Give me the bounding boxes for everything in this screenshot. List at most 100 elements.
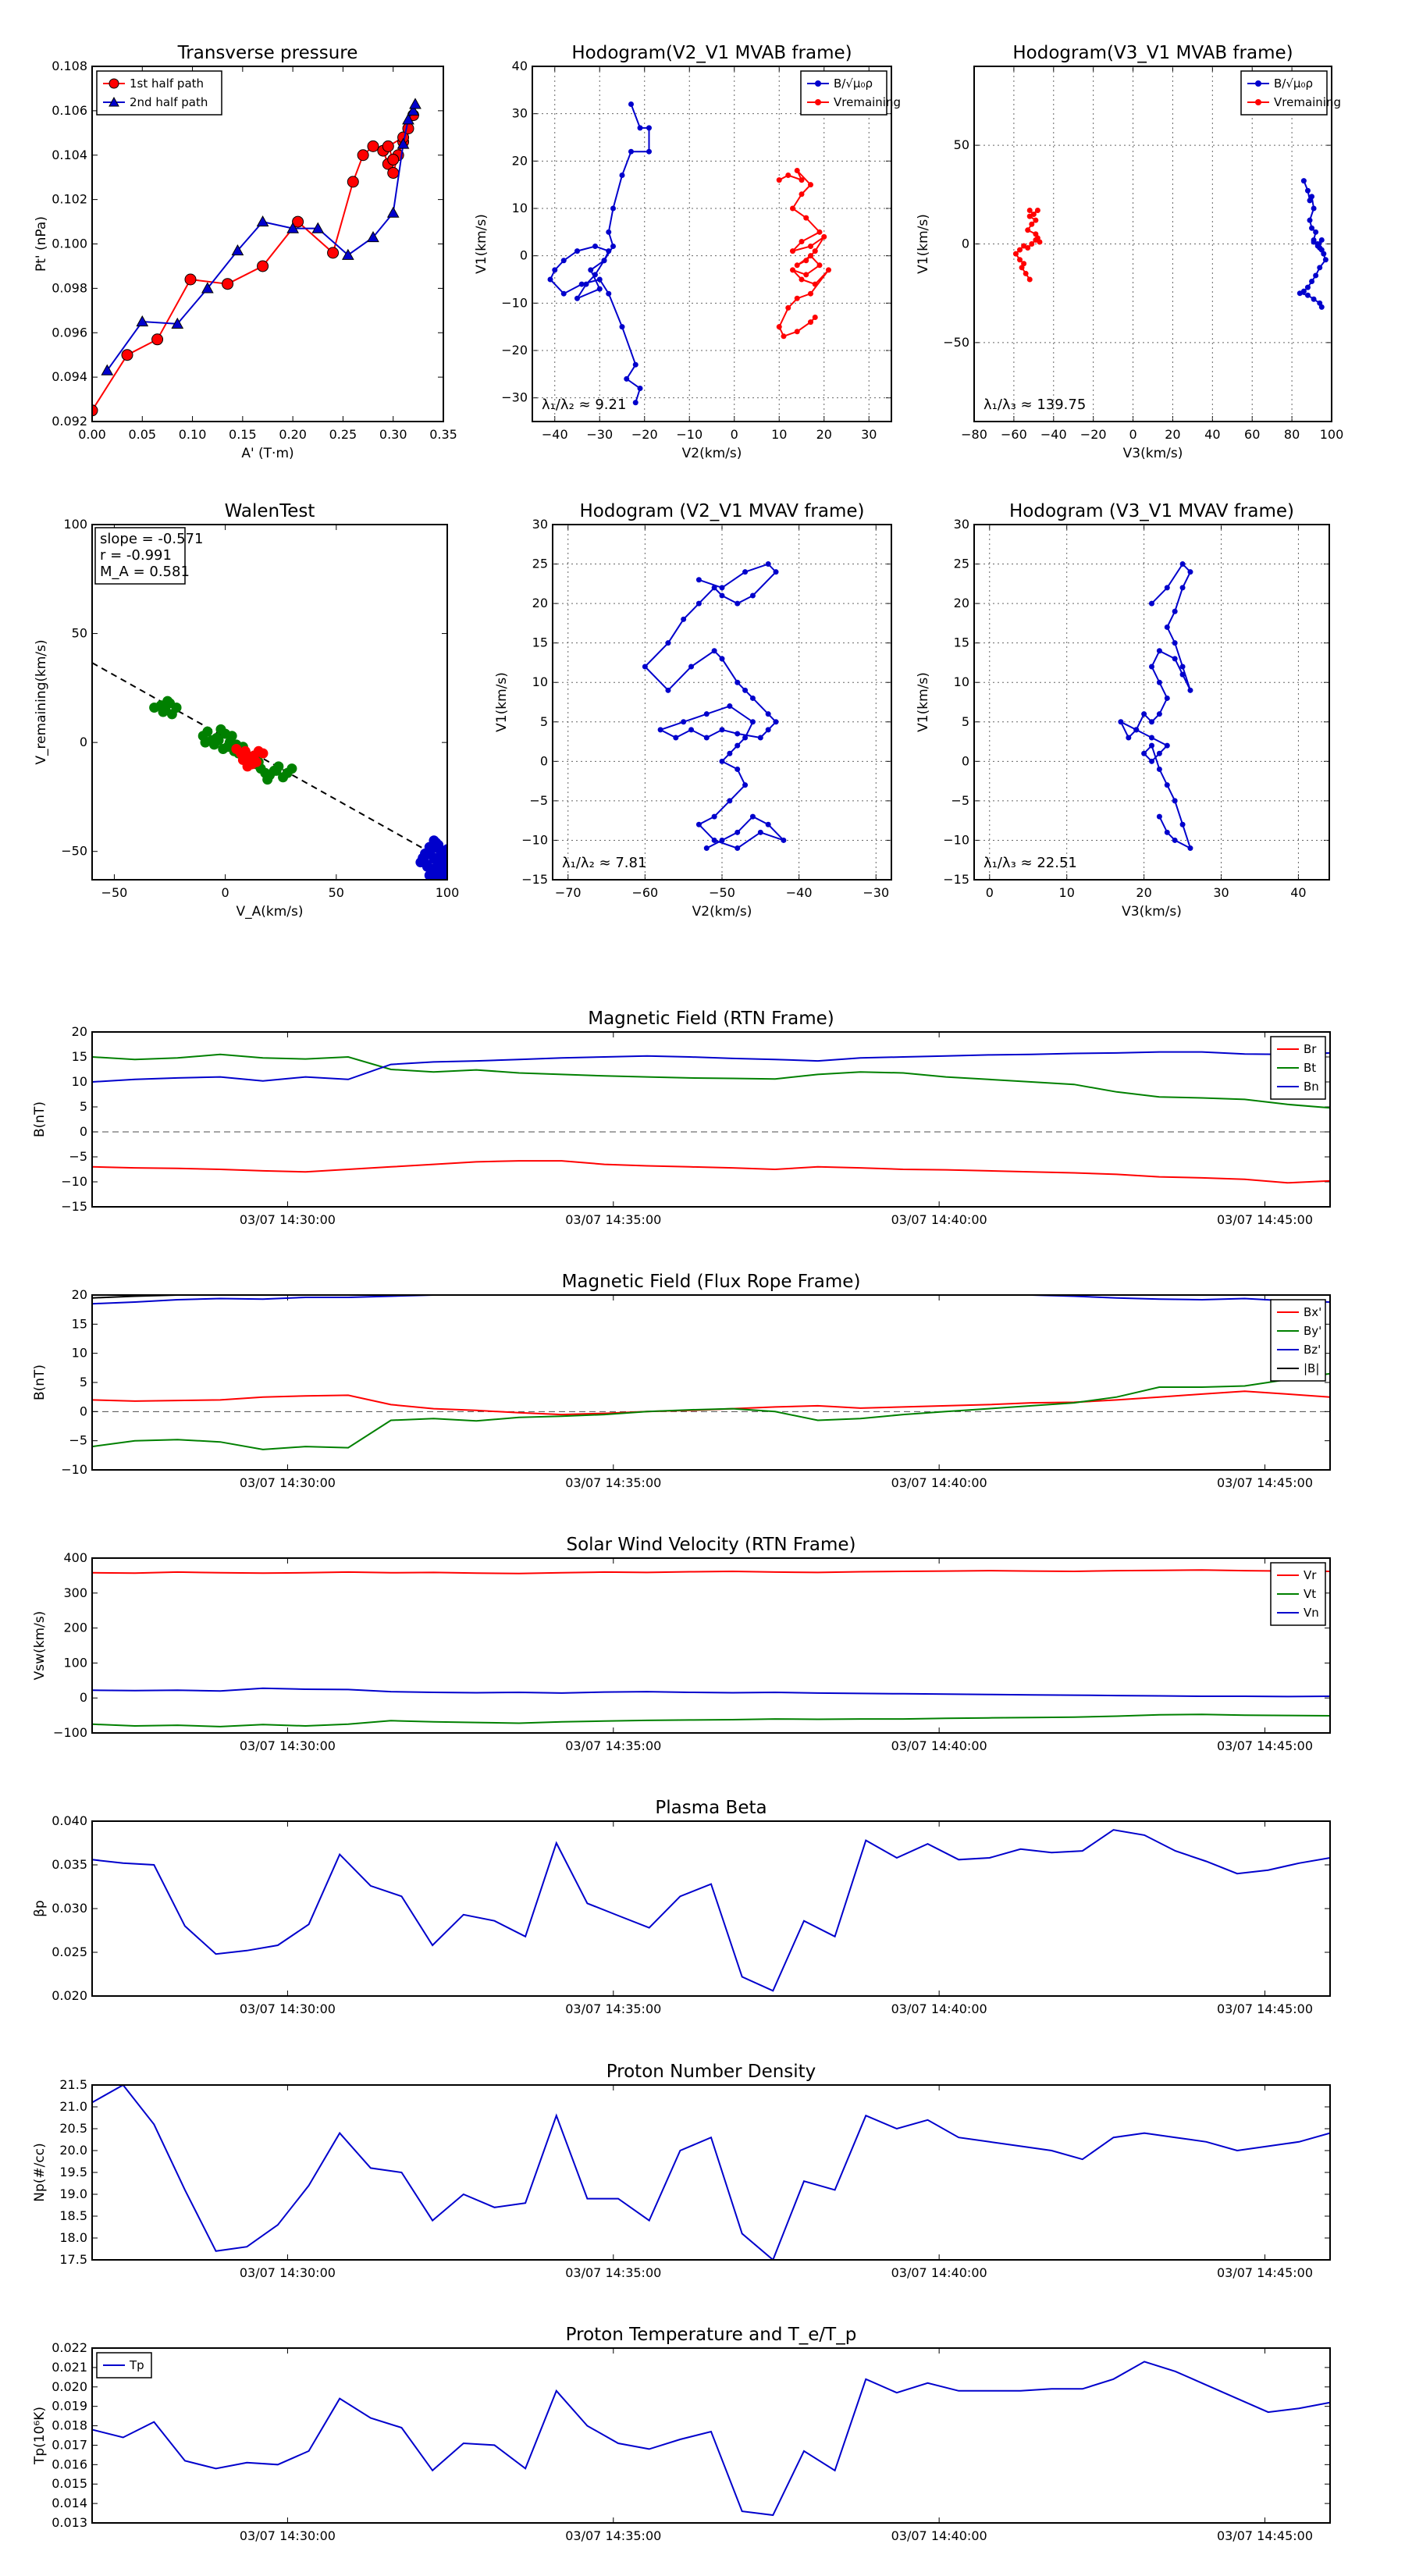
data-point	[431, 863, 442, 874]
y-tick-label: 5	[80, 1099, 87, 1114]
y-tick-label: 0.021	[52, 2360, 87, 2375]
series-line-V	[1119, 563, 1192, 850]
y-tick-label: −15	[943, 872, 969, 887]
legend-marker	[108, 96, 119, 107]
data-point	[1033, 217, 1039, 223]
y-axis-label: βp	[32, 1900, 48, 1917]
y-tick-label: −10	[61, 1174, 87, 1189]
data-point	[742, 569, 749, 575]
data-point	[1023, 270, 1029, 276]
data-point	[1187, 687, 1193, 693]
data-point	[201, 282, 214, 294]
y-tick-label: −10	[521, 832, 548, 847]
data-point	[256, 215, 269, 227]
plot-frame	[91, 2347, 1331, 2524]
y-axis-label: V1(km/s)	[916, 672, 931, 732]
data-point	[407, 104, 420, 116]
x-tick-label: 03/07 14:45:00	[1217, 2528, 1313, 2543]
x-tick-label: 03/07 14:30:00	[240, 2265, 336, 2280]
data-point	[1026, 208, 1033, 214]
y-tick-label: 300	[63, 1585, 87, 1600]
data-point	[387, 153, 400, 165]
data-point	[799, 238, 805, 244]
x-tick-label: −20	[631, 427, 658, 442]
data-point	[765, 561, 771, 568]
x-tick-label: 80	[1284, 427, 1300, 442]
data-point	[386, 206, 400, 218]
data-point	[1172, 837, 1178, 843]
x-tick-label: −10	[676, 427, 702, 442]
y-tick-label: 0.025	[52, 1944, 87, 1959]
data-point	[688, 727, 695, 733]
data-point	[711, 648, 717, 654]
y-tick-label: 0.019	[52, 2399, 87, 2414]
x-tick-label: 03/07 14:45:00	[1217, 1475, 1313, 1490]
legend-label: Bx'	[1304, 1305, 1321, 1319]
legend-box	[1270, 1299, 1326, 1382]
x-tick-label: 0.25	[329, 427, 357, 442]
legend-marker	[815, 99, 821, 105]
legend-label: 1st half path	[130, 76, 204, 91]
legend-marker	[1255, 80, 1261, 87]
plot-frame	[973, 524, 1330, 881]
x-tick-label: 03/07 14:45:00	[1217, 1738, 1313, 1753]
x-tick-label: −60	[1001, 427, 1027, 442]
data-point	[1164, 624, 1170, 630]
y-tick-label: −100	[53, 1725, 87, 1740]
x-tick-label: 03/07 14:30:00	[240, 2001, 336, 2016]
x-tick-label: 20	[1136, 885, 1151, 900]
y-tick-label: 25	[532, 557, 548, 571]
data-point	[1179, 561, 1186, 568]
data-point	[1311, 296, 1317, 302]
data-point	[258, 748, 269, 759]
chart-title: Proton Temperature and T_e/T_p	[566, 2325, 857, 2345]
series-line-By'	[92, 1372, 1330, 1450]
data-point	[1313, 272, 1319, 279]
data-point	[382, 140, 394, 152]
data-point	[202, 726, 213, 737]
x-tick-label: 03/07 14:45:00	[1217, 2265, 1313, 2280]
x-tick-label: 03/07 14:35:00	[565, 1738, 661, 1753]
data-point	[776, 177, 782, 183]
y-tick-label: 0.017	[52, 2437, 87, 2452]
series-line-βp	[92, 1829, 1330, 1992]
data-point	[1179, 671, 1186, 678]
y-tick-label: 0	[520, 248, 528, 263]
data-point	[799, 177, 805, 183]
x-tick-label: 03/07 14:45:00	[1217, 2001, 1313, 2016]
data-point	[592, 272, 598, 278]
data-point	[632, 361, 638, 368]
data-point	[803, 258, 809, 264]
x-tick-label: 0.30	[379, 427, 407, 442]
y-tick-label: 0.020	[52, 2379, 87, 2394]
data-point	[1149, 735, 1154, 741]
legend-label: By'	[1304, 1324, 1321, 1338]
y-tick-label: 0	[80, 735, 87, 749]
data-point	[574, 295, 580, 301]
data-point	[271, 765, 282, 776]
data-point	[357, 149, 369, 162]
data-point	[1034, 208, 1040, 214]
data-point	[397, 137, 410, 149]
legend-label: Bn	[1304, 1080, 1319, 1094]
x-tick-label: 03/07 14:35:00	[565, 1475, 661, 1490]
y-tick-label: 0	[540, 753, 548, 768]
data-point	[665, 640, 671, 646]
series-group	[547, 101, 831, 406]
y-tick-label: 10	[512, 201, 528, 215]
y-tick-label: 0.094	[52, 369, 87, 384]
data-point	[735, 742, 741, 749]
y-axis-label: B(nT)	[32, 1364, 48, 1400]
data-point	[171, 702, 182, 713]
data-point	[711, 837, 717, 843]
data-point	[695, 577, 702, 583]
data-point	[1026, 276, 1033, 283]
data-point	[826, 267, 831, 273]
x-tick-label: 03/07 14:40:00	[891, 2528, 987, 2543]
data-point	[426, 874, 437, 880]
y-axis-label: B(nT)	[32, 1101, 48, 1137]
x-tick-label: 03/07 14:35:00	[565, 2528, 661, 2543]
data-point	[790, 248, 795, 254]
data-point	[646, 125, 652, 131]
chart-title: Hodogram(V3_V1 MVAB frame)	[1012, 43, 1293, 63]
